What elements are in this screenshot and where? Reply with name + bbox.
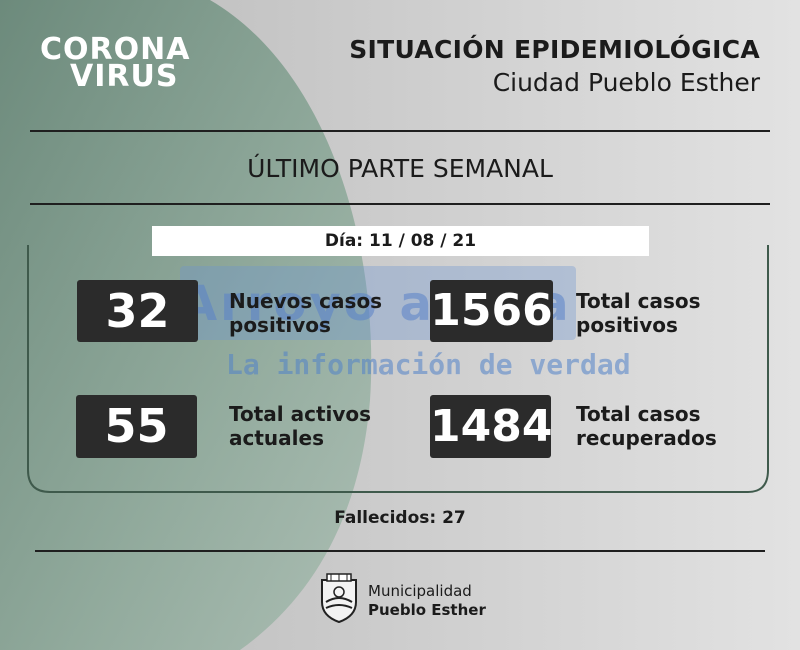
page-subtitle: Ciudad Pueblo Esther bbox=[492, 68, 760, 97]
deaths-count: Fallecidos: 27 bbox=[334, 508, 466, 528]
stat-new-cases-label: Nuevos casos positivos bbox=[229, 289, 382, 337]
header: SITUACIÓN EPIDEMIOLÓGICA Ciudad Pueblo E… bbox=[349, 35, 760, 97]
label-line: Total activos bbox=[229, 402, 372, 426]
page-title: SITUACIÓN EPIDEMIOLÓGICA bbox=[349, 35, 760, 64]
municipality-line2: Pueblo Esther bbox=[368, 601, 486, 619]
stat-total-positive-label: Total casos positivos bbox=[576, 289, 701, 337]
municipality-name: Municipalidad Pueblo Esther bbox=[368, 582, 486, 620]
label-line: Total casos bbox=[576, 289, 701, 313]
divider-top bbox=[30, 130, 770, 132]
label-line: actuales bbox=[229, 426, 324, 450]
logo-line1: CORONA bbox=[40, 32, 191, 67]
stat-recovered-label: Total casos recuperados bbox=[576, 402, 717, 450]
coronavirus-logo: CORONA VIRUS bbox=[40, 32, 191, 94]
watermark-tagline: La información de verdad bbox=[226, 348, 631, 381]
label-line: positivos bbox=[229, 313, 331, 337]
report-date: Día: 11 / 08 / 21 bbox=[152, 226, 649, 256]
stat-recovered-value: 1484 bbox=[430, 395, 552, 458]
report-heading: ÚLTIMO PARTE SEMANAL bbox=[247, 154, 553, 183]
label-line: recuperados bbox=[576, 426, 717, 450]
label-line: positivos bbox=[576, 313, 678, 337]
municipality-line1: Municipalidad bbox=[368, 582, 472, 600]
stat-total-positive-value: 1566 bbox=[430, 280, 553, 342]
label-line: Total casos bbox=[576, 402, 701, 426]
logo-line2: VIRUS bbox=[70, 59, 179, 94]
stat-new-cases-value: 32 bbox=[77, 280, 198, 342]
municipal-seal-icon bbox=[321, 573, 357, 624]
stat-active-value: 55 bbox=[76, 395, 197, 458]
divider-mid bbox=[30, 203, 770, 205]
label-line: Nuevos casos bbox=[229, 289, 383, 313]
stat-active-label: Total activos actuales bbox=[229, 402, 371, 450]
divider-bottom bbox=[35, 550, 765, 552]
